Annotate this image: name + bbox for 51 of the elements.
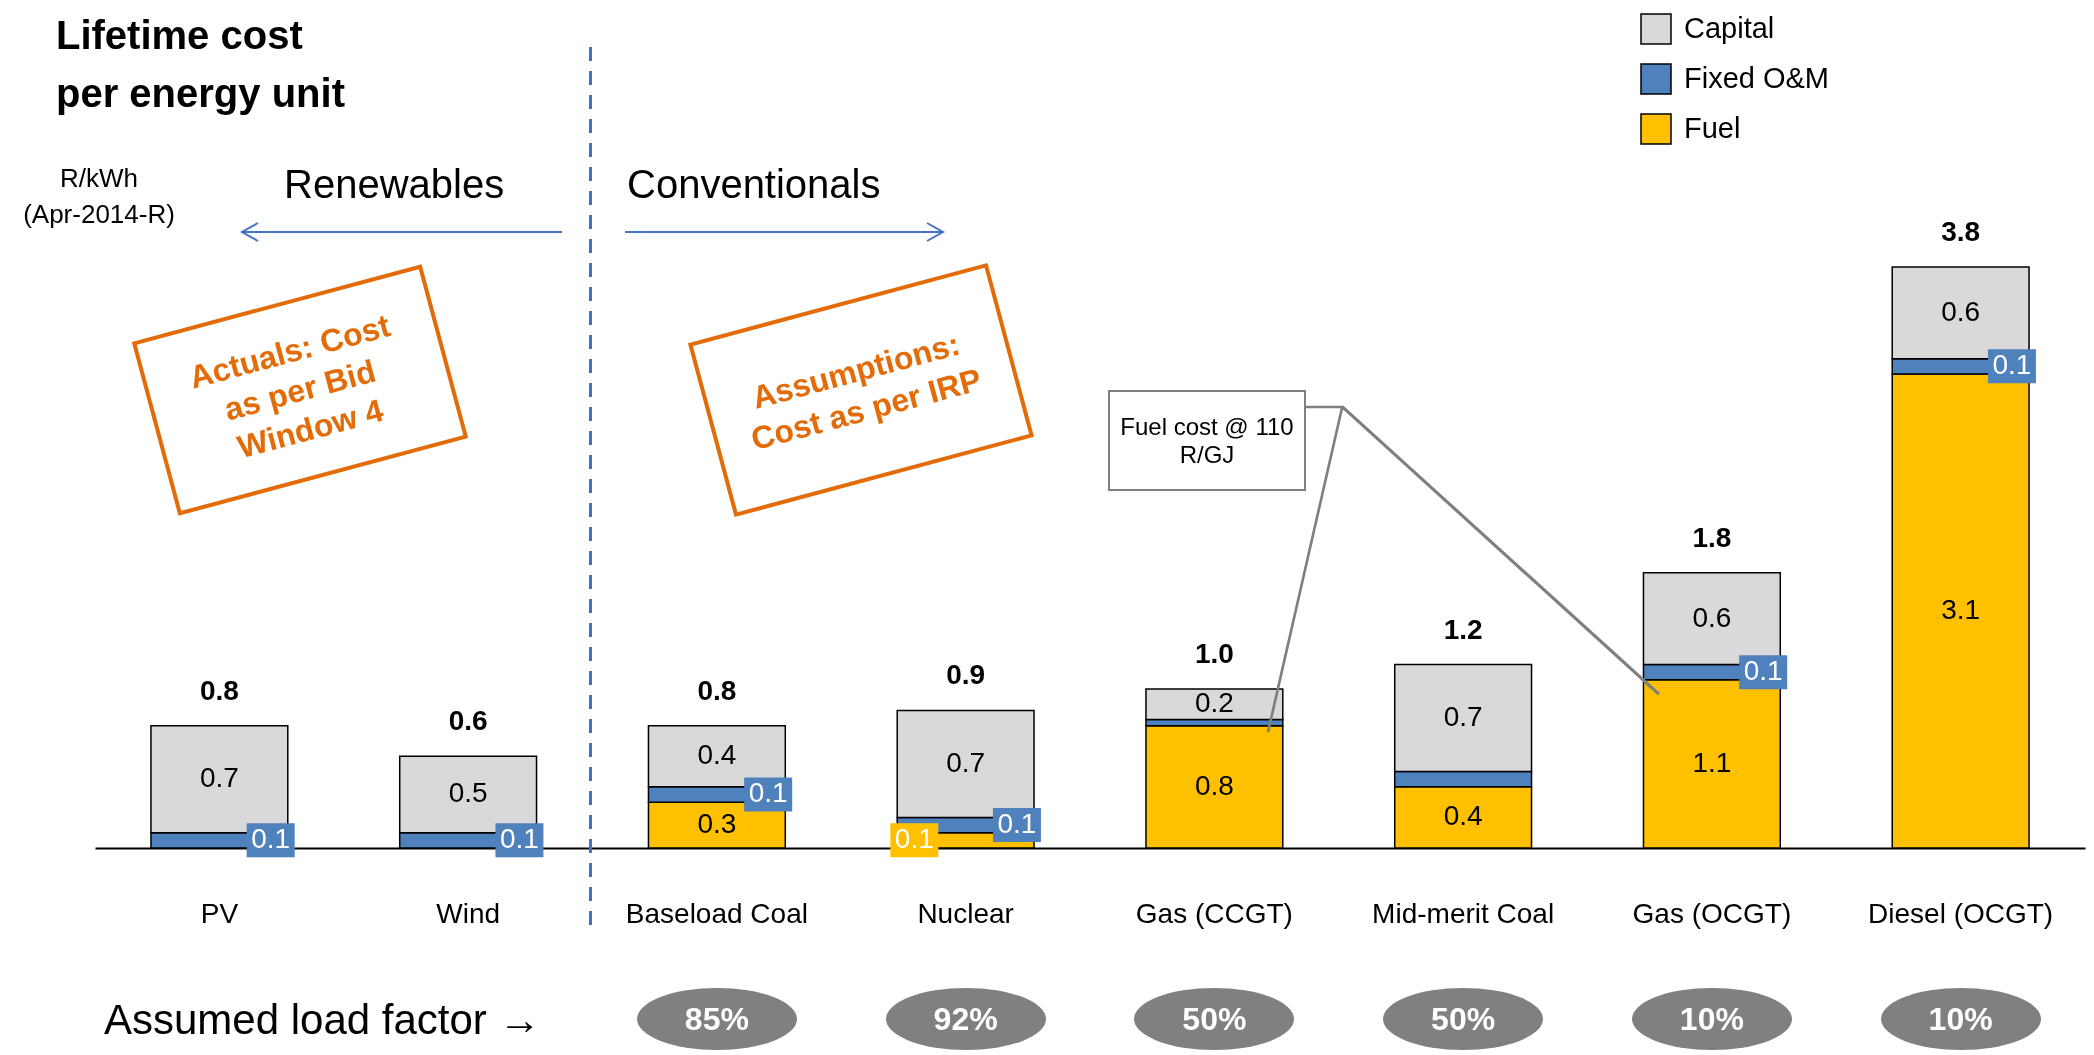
data-label: 0.6 [1692,601,1732,633]
text: 50% [1383,988,1544,1050]
data-label: 0.1 [251,823,291,855]
total-label: 1.0 [1194,637,1234,669]
data-label: 0.7 [1443,701,1483,733]
x-tick-label: Baseload Coal [625,897,808,929]
text: Conventionals [627,162,881,207]
data-label: 0.8 [1194,769,1234,801]
text: Renewables [284,162,505,207]
legend-label: Capital [1684,12,1775,44]
data-label: 0.4 [697,739,737,771]
data-label: 1.1 [1692,746,1732,778]
total-label: 1.2 [1443,613,1483,645]
data-label: 0.5 [448,777,488,809]
data-label: 3.1 [1941,593,1981,625]
x-tick-label: Gas (CCGT) [1135,897,1293,929]
total-label: 1.8 [1692,521,1732,553]
legend-label: Fixed O&M [1684,62,1830,94]
data-label: 0.4 [1443,800,1483,832]
legend-label: Fuel [1684,112,1741,144]
x-tick-label: Diesel (OCGT) [1868,897,2054,929]
text: 10% [1631,988,1792,1050]
x-tick-label: Mid-merit Coal [1372,897,1555,929]
data-label: 0.7 [946,746,986,778]
x-tick-label: Nuclear [917,897,1014,929]
total-label: 0.6 [448,705,488,737]
x-tick-label: Wind [436,897,501,929]
data-label: 0.1 [499,823,539,855]
text: 10% [1880,988,2041,1050]
data-label: 0.1 [894,823,934,855]
text: Assumed load factor → [104,996,541,1044]
text: 92% [885,988,1046,1050]
callout-box: Fuel cost @ 110 R/GJ [1108,390,1306,491]
data-label: 0.2 [1194,687,1234,719]
x-tick-label: Gas (OCGT) [1632,897,1792,929]
total-label: 0.8 [697,674,737,706]
y-axis-title: R/kWh (Apr-2014-R) [22,162,176,231]
x-tick-label: PV [200,897,239,929]
data-label: 0.7 [199,762,239,794]
data-label: 0.3 [697,808,737,840]
total-label: 3.8 [1941,215,1981,247]
data-label: 0.1 [748,777,788,809]
chart-title: Lifetime cost per energy unit [56,12,345,117]
data-label: 0.6 [1941,295,1981,327]
data-label: 0.1 [1743,655,1783,687]
total-label: 0.9 [946,659,986,691]
text: 50% [1134,988,1295,1050]
text: 85% [636,988,797,1050]
total-label: 0.8 [199,674,239,706]
data-label: 0.1 [997,808,1037,840]
data-label: 0.1 [1992,349,2032,381]
